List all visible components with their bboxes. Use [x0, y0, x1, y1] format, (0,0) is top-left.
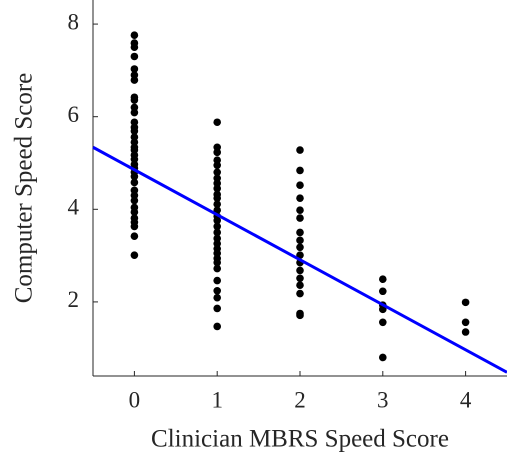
point [130, 96, 139, 104]
y-tick-label: 8 [68, 9, 80, 34]
point [213, 194, 221, 202]
y-tick-label: 4 [68, 195, 80, 220]
point [130, 251, 139, 259]
x-tick-label: 2 [294, 387, 306, 412]
point [130, 196, 139, 205]
point [296, 194, 304, 202]
point [296, 228, 304, 237]
point [130, 108, 139, 117]
x-tick-label: 4 [460, 387, 472, 412]
point [130, 31, 139, 39]
point [213, 228, 221, 237]
point [379, 318, 387, 327]
point [130, 178, 139, 187]
point [213, 216, 221, 225]
point [296, 266, 304, 275]
point [213, 304, 221, 313]
point [130, 172, 139, 181]
point [130, 52, 139, 61]
x-axis-label: Clinician MBRS Speed Score [151, 426, 449, 453]
point [213, 222, 221, 231]
point [296, 236, 304, 245]
point [296, 311, 304, 320]
point [296, 243, 304, 252]
point [296, 214, 304, 222]
point [213, 258, 221, 267]
fit-line [92, 145, 507, 374]
y-tick-label: 2 [68, 287, 80, 312]
point [213, 161, 221, 170]
point [130, 43, 139, 52]
x-tick-label: 3 [377, 387, 389, 412]
point [296, 274, 304, 283]
point [213, 118, 221, 127]
point [296, 206, 304, 215]
point [379, 287, 387, 296]
point [213, 148, 221, 157]
point [130, 127, 139, 135]
point [296, 146, 304, 154]
point [130, 65, 139, 73]
point [213, 286, 221, 295]
point [130, 208, 139, 216]
point [213, 322, 221, 331]
point [213, 168, 221, 177]
point [296, 281, 304, 290]
point [379, 353, 387, 362]
point [296, 166, 304, 175]
point [130, 222, 139, 231]
point [379, 275, 387, 284]
point [296, 289, 304, 298]
point [213, 276, 221, 285]
y-tick-label: 6 [68, 102, 80, 127]
point [130, 232, 139, 240]
point [130, 76, 139, 84]
point [213, 264, 221, 273]
point [213, 200, 221, 209]
point [461, 298, 470, 307]
point [213, 293, 221, 302]
point [296, 181, 304, 190]
x-tick-label: 0 [129, 387, 141, 412]
point [213, 184, 221, 193]
x-tick-label: 1 [211, 387, 223, 412]
point [461, 318, 470, 327]
point [461, 328, 470, 336]
y-axis-label: Computer Speed Score [11, 73, 38, 304]
